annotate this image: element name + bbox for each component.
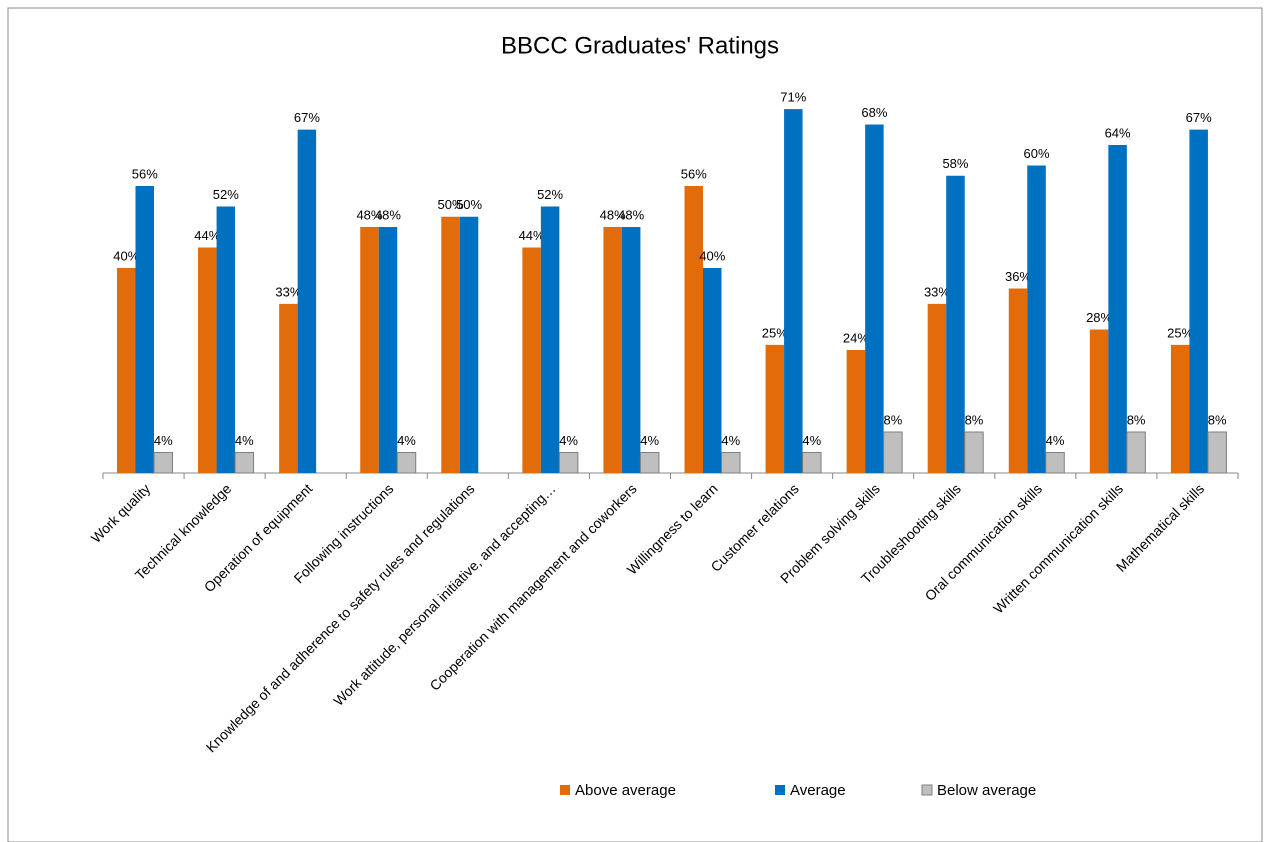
bar <box>802 452 822 474</box>
bar <box>1045 452 1065 474</box>
bar <box>1008 288 1028 473</box>
legend-swatch <box>921 784 933 796</box>
data-label: 67% <box>294 110 320 125</box>
bar <box>522 247 541 473</box>
bar <box>621 227 641 473</box>
data-label: 60% <box>1024 146 1050 161</box>
data-label: 40% <box>113 248 139 263</box>
legend-swatch <box>560 785 570 795</box>
data-label: 44% <box>519 228 545 243</box>
bar <box>198 247 217 473</box>
bar <box>883 431 903 474</box>
data-label: 48% <box>356 207 382 222</box>
data-label: 52% <box>537 187 563 202</box>
data-label: 36% <box>1005 269 1031 284</box>
data-label: 4% <box>640 433 659 448</box>
data-label: 44% <box>194 228 220 243</box>
data-label: 28% <box>1086 310 1112 325</box>
bar <box>865 124 884 473</box>
bar <box>927 303 947 473</box>
data-label: 48% <box>600 207 626 222</box>
data-label: 4% <box>235 433 254 448</box>
bar <box>279 303 298 473</box>
bar <box>1189 129 1208 473</box>
bar <box>1027 165 1046 473</box>
data-label: 25% <box>1167 325 1193 340</box>
bar <box>1170 344 1190 473</box>
data-label: 56% <box>681 166 707 181</box>
data-label: 4% <box>802 433 821 448</box>
data-label: 56% <box>132 166 158 181</box>
data-label: 4% <box>1046 433 1065 448</box>
bar <box>216 206 236 473</box>
bar <box>135 186 154 473</box>
bar <box>1207 431 1227 474</box>
bar <box>684 186 703 473</box>
chart-title: BBCC Graduates' Ratings <box>501 32 779 59</box>
bar <box>946 175 965 473</box>
legend-label: Average <box>790 782 846 799</box>
data-label: 64% <box>1105 125 1131 140</box>
bar <box>639 452 660 474</box>
data-label: 4% <box>559 433 578 448</box>
bar <box>540 206 560 473</box>
data-label: 4% <box>154 433 173 448</box>
data-label: 24% <box>843 330 869 345</box>
data-label: 71% <box>780 90 806 105</box>
bar <box>784 109 803 473</box>
bar <box>1108 145 1127 473</box>
bar <box>153 452 173 474</box>
bar <box>703 268 722 473</box>
bar <box>396 452 417 474</box>
data-label: 50% <box>456 197 482 212</box>
bar <box>603 227 622 473</box>
data-label: 8% <box>1208 412 1227 427</box>
bar <box>117 268 136 473</box>
data-label: 48% <box>618 207 644 222</box>
data-label: 8% <box>965 412 984 427</box>
data-label: 50% <box>438 197 464 212</box>
bar <box>297 129 317 473</box>
bar <box>558 452 579 474</box>
data-label: 8% <box>883 412 902 427</box>
bar <box>441 216 460 473</box>
bar <box>846 350 866 473</box>
legend-label: Below average <box>937 782 1036 799</box>
data-label: 40% <box>699 248 725 263</box>
bar <box>360 227 379 473</box>
data-label: 4% <box>721 433 740 448</box>
data-label: 67% <box>1186 110 1212 125</box>
bar <box>721 452 741 474</box>
legend-label: Above average <box>575 782 676 799</box>
bar <box>234 452 255 474</box>
data-label: 33% <box>275 284 301 299</box>
bar <box>964 431 984 474</box>
bar <box>378 227 398 473</box>
data-label: 8% <box>1127 412 1146 427</box>
data-label: 4% <box>397 433 416 448</box>
data-label: 58% <box>942 156 968 171</box>
data-label: 68% <box>861 105 887 120</box>
data-label: 33% <box>924 284 950 299</box>
bar <box>1126 431 1146 474</box>
bar <box>459 216 479 473</box>
data-label: 48% <box>375 207 401 222</box>
bar <box>1089 329 1109 473</box>
legend-swatch <box>775 785 785 795</box>
bar <box>765 344 785 473</box>
data-label: 25% <box>762 325 788 340</box>
data-label: 52% <box>213 187 239 202</box>
